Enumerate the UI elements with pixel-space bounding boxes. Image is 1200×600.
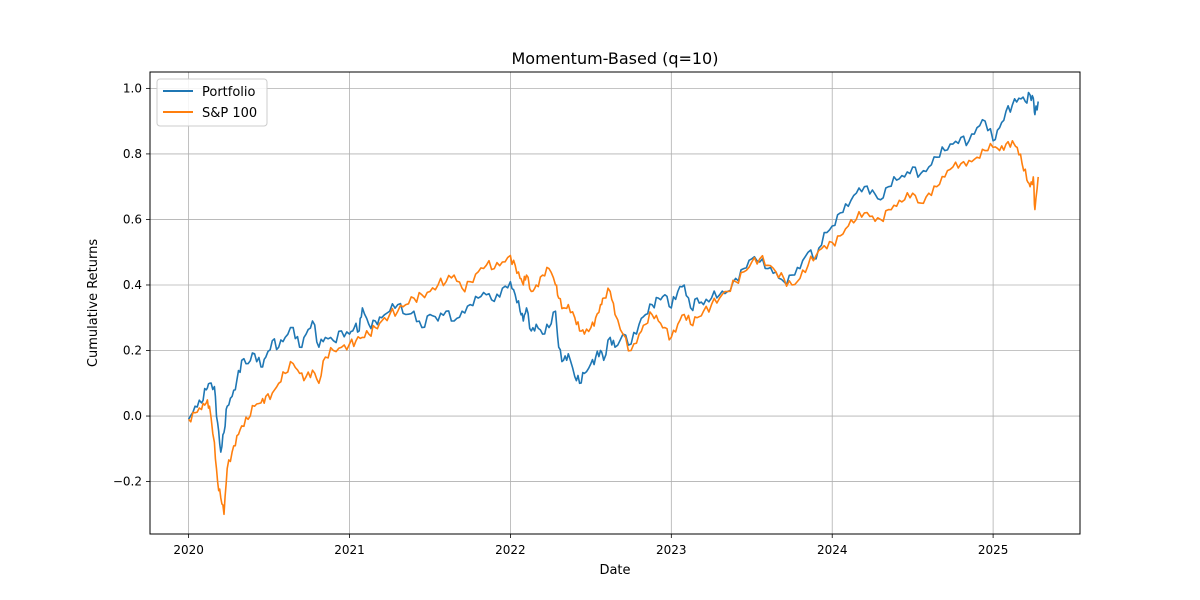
series-line-sp100 — [187, 140, 1039, 516]
x-axis-label: Date — [599, 563, 630, 578]
y-tick-label: 0.0 — [123, 409, 142, 423]
legend-label-portfolio: Portfolio — [202, 85, 256, 100]
y-tick-label: 0.2 — [123, 344, 142, 358]
axis-ticks: 2020 2021 2022 2023 2024 2025 −0.2 0.0 0.2 0.4 0.6… — [113, 81, 1009, 557]
x-tick-label: 2025 — [978, 543, 1009, 557]
plot-area — [150, 72, 1080, 534]
x-tick-label: 2024 — [817, 543, 848, 557]
chart-title: Momentum-Based (q=10) — [512, 49, 719, 68]
y-tick-label: 0.8 — [123, 147, 142, 161]
y-tick-label: 1.0 — [123, 81, 142, 95]
grid — [150, 72, 1080, 534]
legend: Portfolio S&P 100 — [156, 78, 268, 127]
x-tick-label: 2022 — [495, 543, 526, 557]
y-tick-label: −0.2 — [113, 475, 142, 489]
x-tick-label: 2023 — [656, 543, 687, 557]
series-line-portfolio — [187, 91, 1039, 453]
x-tick-label: 2021 — [334, 543, 365, 557]
series-lines — [187, 91, 1039, 516]
plot-frame — [149, 71, 1081, 535]
y-tick-label: 0.6 — [123, 212, 142, 226]
y-tick-label: 0.4 — [123, 278, 142, 292]
x-tick-label: 2020 — [173, 543, 204, 557]
y-axis-label: Cumulative Returns — [86, 239, 101, 367]
legend-label-sp100: S&P 100 — [202, 106, 257, 121]
